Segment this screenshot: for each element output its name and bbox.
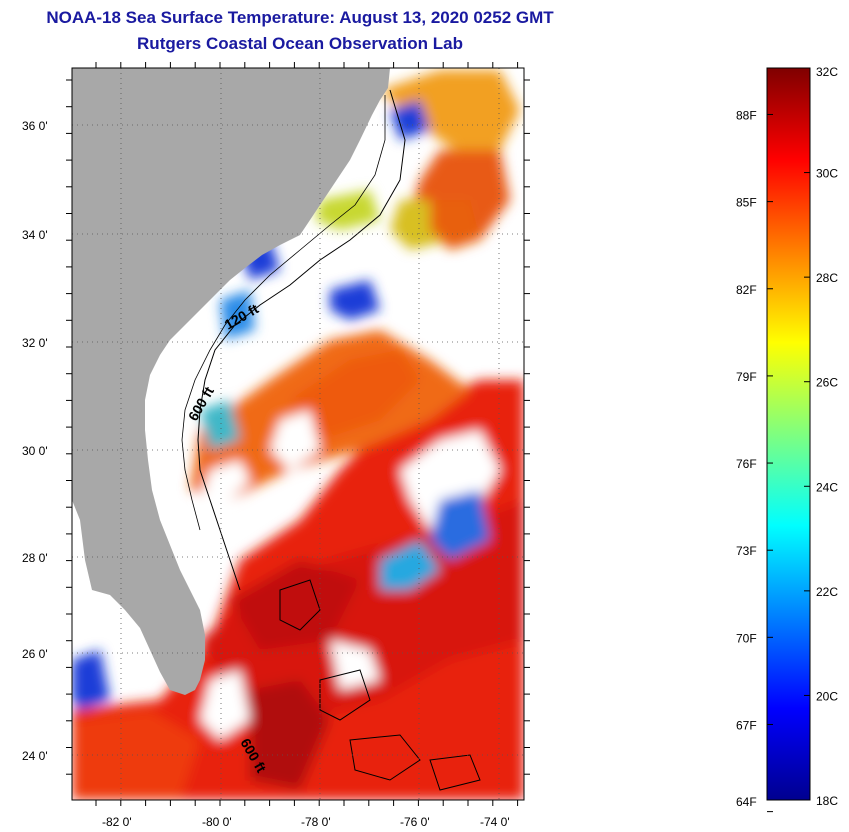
map-frame (71, 67, 525, 801)
depth-contour-600ft (197, 89, 406, 591)
sst-field (72, 70, 524, 800)
lon-label-78: -78 0' (301, 815, 331, 829)
lat-label-28: 28 0' (22, 551, 48, 565)
colorbar-label-f: 88F (736, 108, 757, 122)
lon-label-76: -76 0' (400, 815, 430, 829)
colorbar-label-c: 20C (816, 689, 838, 703)
lat-label-34: 34 0' (22, 228, 48, 242)
colorbar-label-c: 32C (816, 65, 838, 79)
colorbar-label-f: 76F (736, 457, 757, 471)
colorbar-label-f: 64F (736, 795, 757, 809)
colorbar-label-c: 30C (816, 167, 838, 181)
colorbar-label-c: 24C (816, 480, 838, 494)
bahamas-outline (279, 579, 481, 791)
land-mass (72, 68, 390, 695)
colorbar (766, 67, 811, 801)
colorbar-label-c: 18C (816, 794, 838, 808)
colorbar-label-f: 67F (736, 718, 757, 732)
longitude-labels: -82 0' -80 0' -78 0' -76 0' -74 0' (102, 815, 510, 829)
axis-ticks (66, 62, 530, 806)
map-area (72, 68, 524, 800)
lat-label-26: 26 0' (22, 647, 48, 661)
map-title: NOAA-18 Sea Surface Temperature: August … (46, 8, 554, 27)
lon-label-82: -82 0' (102, 815, 132, 829)
colorbar-label-f: 73F (736, 544, 757, 558)
colorbar-label-c: 22C (816, 585, 838, 599)
latitude-labels: 36 0' 34 0' 32 0' 30 0' 28 0' 26 0' 24 0… (22, 119, 48, 763)
depth-contour-120ft (181, 95, 386, 531)
grid-lines (72, 68, 524, 800)
colorbar-label-f: 82F (736, 283, 757, 297)
colorbar-labels: 32C 30C 28C 26C 24C 22C 20C 18C 88F 85F 82F 79F 76F 7… (736, 65, 838, 813)
lon-label-80: -80 0' (202, 815, 232, 829)
lat-label-24: 24 0' (22, 749, 48, 763)
colorbar-label-f: 85F (736, 196, 757, 210)
colorbar-label-f: 70F (736, 631, 757, 645)
lat-label-32: 32 0' (22, 336, 48, 350)
lat-label-30: 30 0' (22, 444, 48, 458)
lat-label-36: 36 0' (22, 119, 48, 133)
lon-label-74: -74 0' (480, 815, 510, 829)
map-subtitle: Rutgers Coastal Ocean Observation Lab (137, 34, 463, 53)
colorbar-label-c: 28C (816, 271, 838, 285)
colorbar-label-f: 79F (736, 370, 757, 384)
colorbar-label-c: 26C (816, 376, 838, 390)
